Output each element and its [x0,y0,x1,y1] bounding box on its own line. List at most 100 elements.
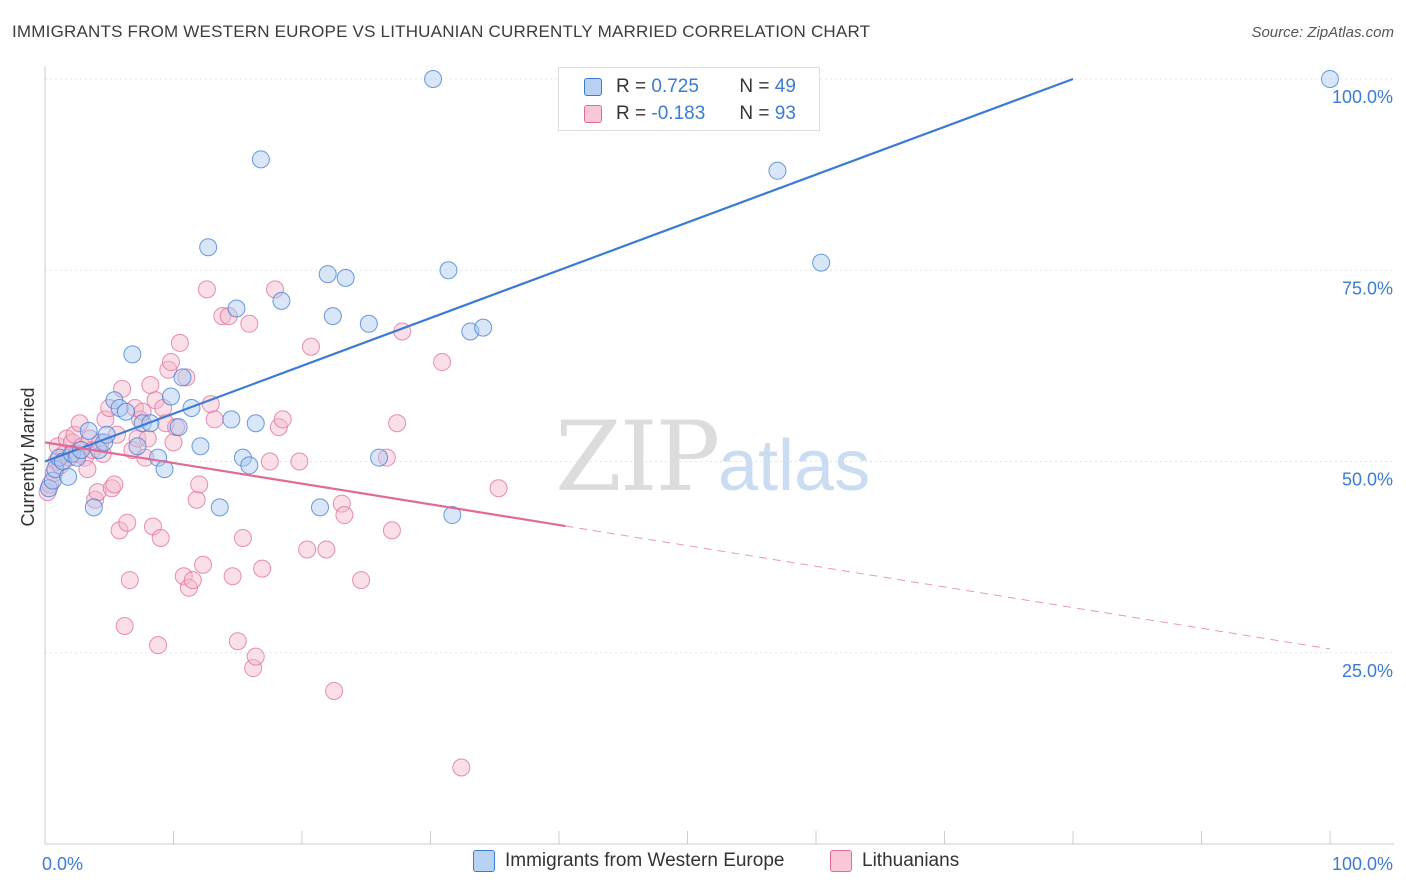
source-label: Source: ZipAtlas.com [1251,24,1394,41]
data-point [290,452,309,471]
x-tick-label: 100.0% [1332,854,1393,874]
data-point [88,483,107,502]
trend-line-dashed [565,525,1331,650]
data-point [79,421,98,440]
data-point [768,161,787,180]
y-tick-label: 50.0% [1342,470,1393,490]
data-point [228,632,247,651]
y-tick-label: 75.0% [1342,278,1393,298]
data-point [43,471,62,490]
data-point [233,529,252,547]
data-point [118,513,137,532]
data-point [260,452,279,471]
data-point [161,387,180,406]
legend-n-label: N = [739,76,770,97]
data-point [177,368,196,387]
data-point [227,299,246,318]
bottom-legend-label: Lithuanians [862,850,960,871]
bottom-legend-swatch-blue [473,850,495,872]
data-point [332,494,351,513]
data-point [128,437,147,456]
data-point [197,280,216,299]
data-point [310,498,329,517]
data-point [223,567,242,586]
data-point [210,498,229,517]
y-tick-labels: 25.0% 50.0% 75.0% 100.0% [1332,87,1393,681]
data-point [146,391,165,410]
data-point [191,437,210,456]
chart-title: IMMIGRANTS FROM WESTERN EUROPE VS LITHUA… [12,22,871,41]
data-point [424,70,443,88]
legend-r-value: -0.183 [651,103,706,124]
bottom-legend-lithuanians: Lithuanians [830,850,959,872]
data-point [205,410,224,429]
data-point [169,418,188,437]
axes [44,66,1394,845]
data-point [317,540,336,559]
data-point [352,571,371,590]
data-point [266,280,285,299]
data-point [323,307,342,326]
data-point [1321,70,1339,88]
data-point [115,616,134,635]
data-point [240,314,259,333]
y-tick-label: 25.0% [1342,661,1393,681]
data-point [120,571,139,590]
legend-r-label: R = [616,103,647,124]
data-point [190,475,209,494]
data-point [123,345,142,364]
bottom-legend-swatch-pink [830,850,852,872]
legend-r-label: R = [616,76,647,97]
data-point [377,448,396,467]
legend-n-value: 93 [774,103,796,124]
legend-swatch-blue [584,78,602,96]
data-point [489,479,508,498]
data-point [187,490,206,509]
data-point [84,498,103,517]
data-point [325,682,344,700]
data-point [161,353,180,372]
data-point [105,475,124,494]
legend-n-label: N = [739,103,770,124]
data-point [70,414,89,433]
x-tick-label: 0.0% [42,854,83,874]
data-point [318,265,337,284]
data-point [149,636,168,655]
grid-lines [45,78,1394,654]
legend-n-value: 49 [774,76,796,97]
data-point [253,559,272,578]
data-point [194,555,213,574]
data-point [251,150,270,169]
stats-legend: R = 0.725 N = 49 R = -0.183 N = 93 [558,67,820,131]
data-point [174,567,193,586]
legend-row-western-europe: R = 0.725 N = 49 [584,74,796,100]
bottom-legend-western-europe: Immigrants from Western Europe [473,850,784,872]
watermark-atlas: atlas [718,426,870,506]
data-point [301,337,320,356]
series-lithuanians-points [38,280,508,777]
data-point [164,433,183,452]
data-point [199,238,218,257]
data-point [443,506,462,525]
data-point [213,307,232,326]
watermark: ZIP atlas [555,401,870,513]
legend-row-lithuanians: R = -0.183 N = 93 [584,101,796,127]
legend-r-value: 0.725 [651,76,699,97]
data-point [244,659,263,678]
data-point [110,521,129,540]
data-point [382,521,401,540]
y-tick-label: 100.0% [1332,87,1393,107]
data-point [96,410,115,429]
data-point [78,460,97,479]
data-point [233,448,252,467]
trend-line-solid [44,77,1074,463]
y-axis-label: Currently Married [18,387,38,526]
data-point [439,261,458,280]
data-point [246,414,265,433]
data-point [116,402,135,421]
data-point [388,414,407,433]
data-point [359,314,378,333]
data-point [335,506,354,525]
data-point [298,540,317,559]
